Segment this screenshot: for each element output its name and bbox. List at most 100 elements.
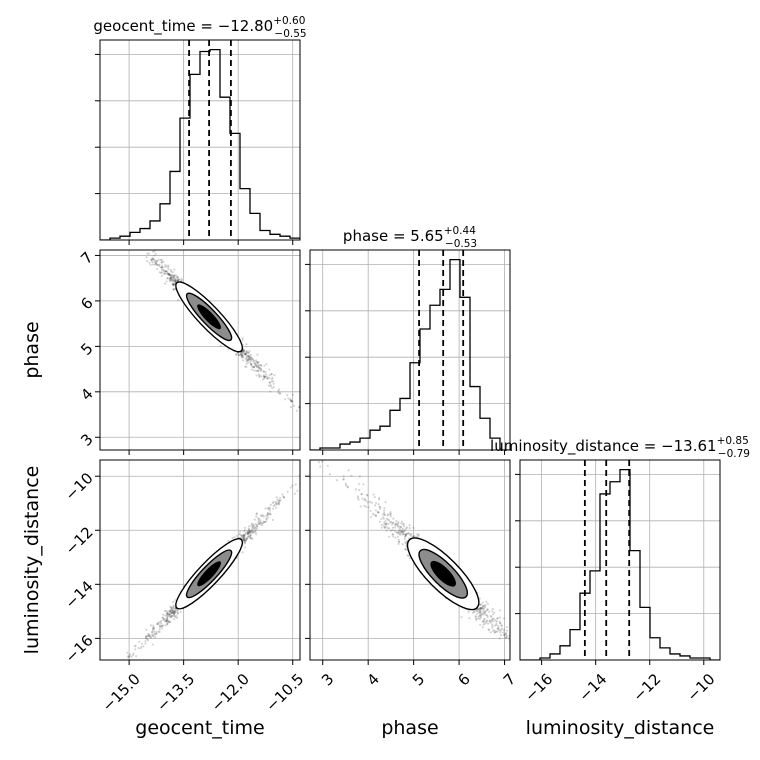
sample-point <box>170 273 173 276</box>
sample-point <box>486 616 489 619</box>
sample-point <box>374 509 378 512</box>
sample-point <box>272 505 275 508</box>
sample-point <box>255 512 258 515</box>
sample-point <box>160 619 163 622</box>
sample-point <box>162 624 165 627</box>
sample-point <box>171 274 174 277</box>
sample-point <box>255 513 258 516</box>
sample-point <box>146 259 149 263</box>
sample-point <box>161 266 164 269</box>
sample-point <box>254 531 257 534</box>
sample-point <box>151 643 154 646</box>
sample-point <box>242 538 245 542</box>
sample-point <box>249 533 252 537</box>
sample-point <box>488 619 491 622</box>
sample-point <box>145 635 148 638</box>
sample-point <box>376 510 379 513</box>
sample-point <box>151 631 154 634</box>
sample-point <box>268 381 271 385</box>
sample-point <box>152 624 155 627</box>
x-tick-label-geocent_time-0: −15.0 <box>99 670 144 715</box>
sample-point <box>251 529 254 532</box>
sample-point <box>116 662 118 664</box>
sample-point <box>387 518 390 521</box>
sample-point <box>383 507 386 510</box>
sample-point <box>128 654 131 657</box>
sample-point <box>474 616 477 619</box>
sample-point <box>151 257 155 260</box>
y-tick-label-phase-0: 3 <box>77 430 96 449</box>
sample-point <box>483 611 486 614</box>
sample-point <box>505 626 508 629</box>
sample-point <box>278 392 282 396</box>
sample-point <box>346 486 349 489</box>
contour-core-luminosity_distance-phase <box>430 560 456 587</box>
sample-point <box>153 258 156 261</box>
sample-point <box>392 521 395 524</box>
sample-point <box>166 614 169 617</box>
sample-point <box>242 541 245 544</box>
sample-point <box>301 415 303 417</box>
sample-point <box>246 532 249 535</box>
sample-point <box>139 242 141 244</box>
sample-point <box>166 277 169 280</box>
sample-point <box>257 364 260 367</box>
sample-point <box>360 493 364 496</box>
sample-point <box>384 522 388 526</box>
sample-point <box>173 274 176 277</box>
sample-point <box>383 523 386 526</box>
sample-point <box>513 633 515 635</box>
sample-point <box>394 526 397 529</box>
sample-point <box>365 493 369 496</box>
sample-point <box>479 607 482 610</box>
sample-point <box>271 518 274 522</box>
sample-point <box>167 620 170 623</box>
sample-point <box>252 524 255 527</box>
sample-point <box>164 270 167 273</box>
sample-point <box>156 623 159 626</box>
sample-point <box>169 279 172 282</box>
sample-point <box>151 263 154 266</box>
sample-point <box>488 629 491 632</box>
sample-point <box>166 272 169 275</box>
sample-point <box>138 240 140 242</box>
sample-point <box>363 498 366 502</box>
sample-point <box>173 610 176 613</box>
sample-point <box>378 505 381 508</box>
sample-point <box>482 604 485 607</box>
sample-point <box>246 537 249 540</box>
sample-point <box>160 266 163 269</box>
sample-point <box>252 527 255 530</box>
sample-point <box>242 349 245 352</box>
sample-point <box>371 512 375 515</box>
frame-hist-luminosity_distance <box>519 459 721 661</box>
sample-point <box>244 353 247 356</box>
sample-point <box>497 627 500 630</box>
sample-point <box>479 613 482 616</box>
sample-point <box>158 263 161 266</box>
sample-point <box>133 645 136 648</box>
sample-point <box>272 380 275 383</box>
sample-point <box>242 535 245 538</box>
sample-point <box>253 359 256 362</box>
sample-point <box>274 501 277 505</box>
sample-point <box>172 278 175 281</box>
sample-point <box>535 652 537 654</box>
sample-point <box>91 192 93 194</box>
sample-point <box>486 602 489 605</box>
sample-point <box>239 533 242 536</box>
sample-point <box>168 612 171 615</box>
frame-hist-phase <box>309 249 511 451</box>
sample-point <box>154 636 157 639</box>
sample-point <box>289 406 292 409</box>
sample-point <box>481 601 484 604</box>
sample-point <box>404 548 407 551</box>
sample-point <box>148 261 151 264</box>
sample-point <box>95 690 97 692</box>
sample-point <box>243 535 246 538</box>
sample-point <box>263 521 266 524</box>
sample-point <box>144 640 147 643</box>
sample-point <box>384 501 387 504</box>
sample-point <box>240 353 243 356</box>
sample-point <box>586 707 588 709</box>
